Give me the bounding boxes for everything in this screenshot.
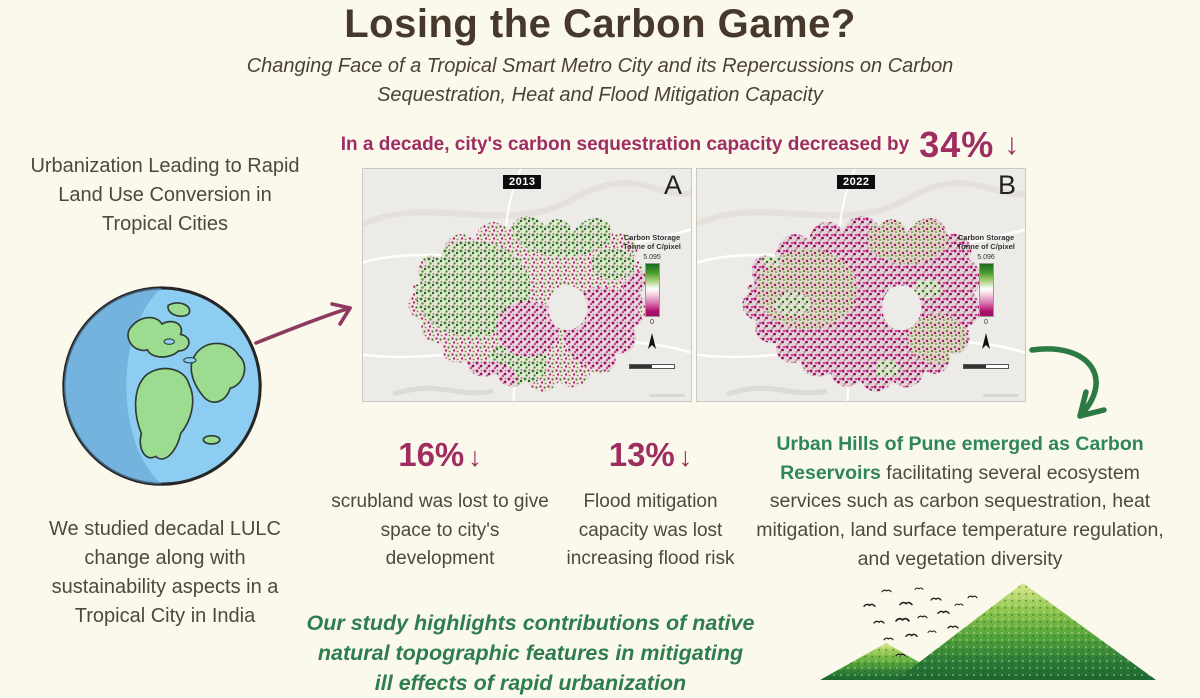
headline-value: 34% — [919, 124, 995, 165]
legend-colorbar — [644, 262, 660, 317]
legend-units: Tonne of C/pixel — [623, 242, 681, 252]
legend-units: Tonne of C/pixel — [957, 242, 1015, 252]
stat-value: 16% — [398, 436, 465, 473]
carbon-storage-map-2022 — [697, 169, 1025, 401]
magenta-arrow-icon — [254, 302, 352, 345]
urban-hills-bold-text: Urban Hills of Pune emerged as Carbon Re… — [776, 433, 1144, 484]
infographic-poster: { "header": { "title": "Losing the Carbo… — [0, 2, 1168, 696]
stat-caption: scrubland was lost to give space to city… — [331, 491, 549, 569]
panel-letter: B — [997, 170, 1016, 200]
urban-hills-note: Urban Hills of Pune emerged as Carbon Re… — [752, 430, 1168, 573]
urban-hills-rest-text: facilitating several ecosystem services … — [756, 461, 1164, 570]
headline-text: In a decade, city's carbon sequestration… — [340, 134, 910, 155]
legend-colorbar — [978, 262, 994, 317]
map-legend: Carbon Storage Tonne of C/pixel 5.095 0 — [615, 233, 689, 369]
carbon-storage-map-2013 — [363, 169, 691, 401]
page-subtitle: Changing Face of a Tropical Smart Metro … — [246, 55, 954, 106]
map-panel-2022: 2022 B Carbon Storage Tonne of C/pixel 5… — [696, 168, 1026, 402]
down-arrow-icon: ↓ — [678, 442, 693, 472]
map-attribution — [649, 394, 685, 397]
scale-bar — [963, 363, 1009, 369]
legend-max-value: 5.095 — [643, 253, 661, 261]
legend-max-value: 5.096 — [977, 253, 995, 261]
stat-value: 13% — [608, 436, 675, 473]
map-year-badge: 2022 — [837, 175, 876, 189]
legend-title: Carbon Storage — [623, 233, 681, 242]
bird-flock-icon — [863, 587, 978, 657]
highlight-line-1: Our study highlights contributions of na… — [306, 611, 755, 635]
down-arrow-icon: ↓ — [468, 442, 482, 472]
north-arrow-icon — [648, 332, 656, 349]
stat-flood: 13% ↓ Flood mitigation capacity was lost … — [548, 436, 753, 574]
down-arrow-icon: ↓ — [1004, 128, 1020, 161]
scale-bar — [629, 363, 675, 369]
map-panel-2013: 2013 A Carbon Storage Tonne of C/pixel 5… — [362, 168, 692, 402]
map-legend: Carbon Storage Tonne of C/pixel 5.096 0 — [949, 233, 1023, 369]
legend-min-value: 0 — [650, 318, 654, 326]
panel-letter: A — [663, 170, 682, 200]
green-curved-arrow-icon — [1029, 346, 1107, 419]
page-title: Losing the Carbon Game? — [344, 2, 856, 46]
map-attribution — [983, 394, 1019, 397]
study-highlight-note: Our study highlights contributions of na… — [258, 608, 803, 698]
large-hill-icon — [896, 583, 1156, 680]
map-year-badge: 2013 — [503, 175, 542, 189]
left-intro-text: Urbanization Leading to Rapid Land Use C… — [30, 155, 300, 235]
north-arrow-icon — [982, 332, 990, 349]
decade-headline: In a decade, city's carbon sequestration… — [340, 124, 1020, 166]
legend-title: Carbon Storage — [957, 233, 1015, 242]
legend-min-value: 0 — [984, 318, 988, 326]
left-study-text: We studied decadal LULC change along wit… — [49, 518, 281, 627]
stat-scrubland: 16% ↓ scrubland was lost to give space to… — [330, 436, 550, 574]
highlight-line-3: ill effects of rapid urbanization — [374, 671, 687, 696]
stat-caption: Flood mitigation capacity was lost incre… — [566, 491, 735, 569]
green-hills-illustration — [820, 583, 1156, 680]
highlight-line-2: natural topographic features in mitigati… — [317, 641, 744, 666]
